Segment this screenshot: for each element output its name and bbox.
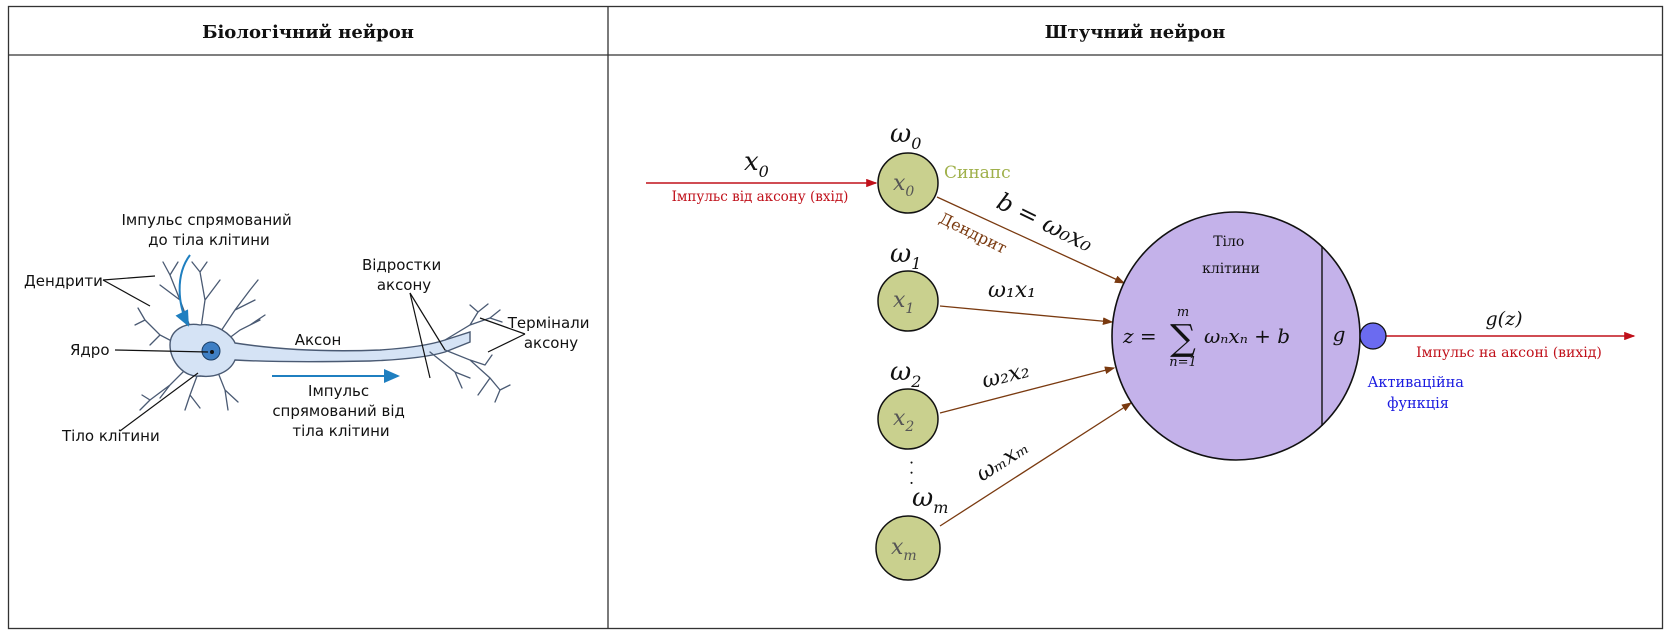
sum-z-label: z = bbox=[1122, 324, 1157, 348]
dendrite-label: Дендрит bbox=[936, 209, 1010, 258]
node-x2-text: x2 bbox=[893, 406, 914, 435]
activation-g-label: g bbox=[1333, 322, 1346, 346]
cell-body-shape bbox=[169, 323, 471, 378]
weight-label-w0: ω0 bbox=[890, 119, 921, 153]
input-caption: Імпульс від аксону (вхід) bbox=[672, 189, 849, 205]
edge-w2x2 bbox=[939, 366, 1116, 414]
node-xm-text: xm bbox=[891, 535, 917, 564]
artificial-neuron-diagram bbox=[646, 152, 1636, 581]
edge-bias bbox=[936, 196, 1126, 284]
edge-label-w1x1: ω₁x₁ bbox=[988, 278, 1036, 303]
sum-terms: ωₙxₙ + b bbox=[1204, 324, 1290, 348]
node-x1-text: x1 bbox=[893, 288, 914, 317]
sum-sigma: ∑ bbox=[1170, 318, 1196, 359]
comparison-table bbox=[7, 5, 1664, 630]
weight-label-w2: ω2 bbox=[890, 357, 921, 391]
input-x0-label: x0 bbox=[744, 147, 769, 181]
sum-lower-limit: n=1 bbox=[1169, 355, 1197, 370]
header-biological-neuron: Біологічний нейрон bbox=[202, 22, 414, 43]
input-node-x0 bbox=[877, 152, 939, 214]
input-node-x1 bbox=[877, 270, 939, 332]
label-cell-body: Тіло клітини bbox=[61, 427, 160, 445]
label-nucleus: Ядро bbox=[70, 341, 110, 359]
label-dendrites: Дендрити bbox=[24, 272, 103, 290]
sum-upper-limit: m bbox=[1177, 305, 1189, 320]
header-artificial-neuron: Штучний нейрон bbox=[1045, 22, 1226, 43]
leader-lines bbox=[102, 275, 526, 432]
label-axon-terminals: Термінали аксону bbox=[507, 314, 595, 352]
edge-w1x1 bbox=[939, 305, 1114, 326]
edge-label-wmxm: ωₘxₘ bbox=[972, 435, 1034, 487]
cell-body-label: Тіло клітини bbox=[1202, 234, 1260, 277]
edge-wmxm bbox=[939, 402, 1133, 527]
label-impulse-to-body: Імпульс спрямований до тіла клітини bbox=[121, 211, 296, 249]
label-axon-branches: Відростки аксону bbox=[362, 256, 446, 294]
impulse-to-body-arrow bbox=[175, 254, 191, 327]
edge-label-w2x2: ω₂x₂ bbox=[979, 358, 1032, 394]
label-axon: Аксон bbox=[295, 331, 342, 349]
input-node-xm bbox=[875, 515, 941, 581]
label-impulse-from-body: Імпульс спрямований від тіла клітини bbox=[272, 382, 409, 440]
activation-function-label: Активаційна функція bbox=[1367, 375, 1468, 412]
weight-label-wm: ωm bbox=[912, 483, 948, 517]
weight-label-w1: ω1 bbox=[890, 239, 921, 273]
input-node-x2 bbox=[877, 388, 939, 450]
vertical-dots: · · · bbox=[902, 460, 921, 485]
output-caption: Імпульс на аксоні (вихід) bbox=[1416, 345, 1602, 361]
synapse-label: Синапс bbox=[944, 163, 1011, 183]
node-x0-text: x0 bbox=[893, 171, 914, 200]
axon-terminals bbox=[429, 303, 511, 403]
biological-neuron-illustration bbox=[102, 254, 526, 432]
activation-node bbox=[1359, 322, 1387, 350]
output-gz-label: g(z) bbox=[1486, 308, 1523, 330]
